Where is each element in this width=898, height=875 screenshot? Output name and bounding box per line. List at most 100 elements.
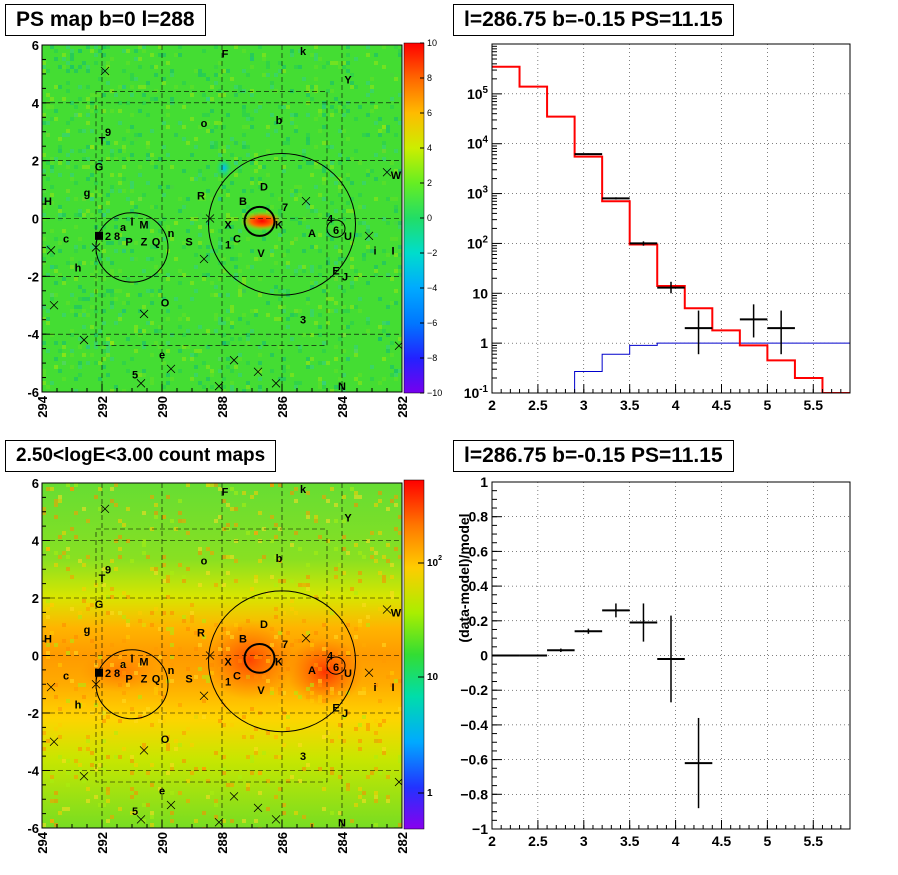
- map-noise-pixel: [202, 385, 206, 389]
- map-noise-pixel: [42, 747, 46, 751]
- map-noise-pixel: [390, 301, 394, 305]
- map-noise-pixel: [310, 643, 314, 647]
- map-noise-pixel: [106, 241, 110, 245]
- map-noise-pixel: [242, 133, 246, 137]
- map-noise-pixel: [166, 61, 170, 65]
- map-noise-pixel: [338, 185, 342, 189]
- map-noise-pixel: [326, 141, 330, 145]
- map-noise-pixel: [98, 293, 102, 297]
- map-noise-pixel: [398, 531, 402, 535]
- map-noise-pixel: [338, 189, 342, 193]
- map-noise-pixel: [150, 377, 154, 381]
- map-noise-pixel: [90, 325, 94, 329]
- map-noise-pixel: [190, 357, 194, 361]
- map-noise-pixel: [62, 133, 66, 137]
- map-noise-pixel: [294, 185, 298, 189]
- map-noise-pixel: [374, 795, 378, 799]
- source-cross-marker: [382, 167, 392, 177]
- map-noise-pixel: [230, 245, 234, 249]
- map-noise-pixel: [322, 289, 326, 293]
- map-noise-pixel: [310, 699, 314, 703]
- map-noise-pixel: [378, 381, 382, 385]
- map-noise-pixel: [142, 329, 146, 333]
- map-noise-pixel: [138, 695, 142, 699]
- map-noise-pixel: [294, 611, 298, 615]
- map-noise-pixel: [318, 113, 322, 117]
- map-noise-pixel: [54, 563, 58, 567]
- map-noise-pixel: [218, 93, 222, 97]
- map-noise-pixel: [398, 169, 402, 173]
- map-noise-pixel: [334, 369, 338, 373]
- map-noise-pixel: [322, 623, 326, 627]
- source-cross-marker: [271, 379, 281, 388]
- map-noise-pixel: [154, 265, 158, 269]
- map-noise-pixel: [78, 703, 82, 707]
- colorbar-tick-label: −2: [427, 248, 437, 258]
- map-noise-pixel: [126, 301, 130, 305]
- map-noise-pixel: [90, 751, 94, 755]
- residual-panel: 2 2.5 3 3.5 4 4.5 5 5.5−1−0.8−0.6−0.4−0.200.20.…: [456, 474, 851, 849]
- map-y-tick-label: 2: [32, 154, 39, 169]
- source-label: O: [161, 734, 170, 746]
- map-noise-pixel: [74, 635, 78, 639]
- map-noise-pixel: [314, 165, 318, 169]
- map-noise-pixel: [138, 611, 142, 615]
- map-x-tick-label: 292: [95, 832, 110, 854]
- map-noise-pixel: [66, 759, 70, 763]
- map-noise-pixel: [166, 381, 170, 385]
- map-noise-pixel: [158, 627, 162, 631]
- map-noise-pixel: [54, 683, 58, 687]
- map-noise-pixel: [170, 571, 174, 575]
- map-noise-pixel: [294, 531, 298, 535]
- map-noise-pixel: [126, 507, 130, 511]
- map-noise-pixel: [130, 759, 134, 763]
- map-noise-pixel: [114, 225, 118, 229]
- map-noise-pixel: [50, 165, 54, 169]
- map-noise-pixel: [378, 325, 382, 329]
- map-noise-pixel: [234, 273, 238, 277]
- map-noise-pixel: [314, 53, 318, 57]
- map-noise-pixel: [318, 249, 322, 253]
- map-noise-pixel: [62, 281, 66, 285]
- map-noise-pixel: [310, 365, 314, 369]
- map-noise-pixel: [278, 631, 282, 635]
- map-noise-pixel: [286, 105, 290, 109]
- map-noise-pixel: [130, 209, 134, 213]
- map-noise-pixel: [126, 337, 130, 341]
- map-noise-pixel: [258, 177, 262, 181]
- map-noise-pixel: [334, 301, 338, 305]
- map-noise-pixel: [330, 89, 334, 93]
- source-label: g: [84, 625, 91, 637]
- map-noise-pixel: [146, 145, 150, 149]
- map-noise-pixel: [346, 623, 350, 627]
- map-noise-pixel: [90, 603, 94, 607]
- map-noise-pixel: [202, 113, 206, 117]
- map-noise-pixel: [318, 767, 322, 771]
- map-noise-pixel: [194, 647, 198, 651]
- source-label: Z: [141, 674, 148, 686]
- source-label: U: [344, 231, 352, 243]
- map-noise-pixel: [322, 341, 326, 345]
- map-noise-pixel: [230, 237, 234, 241]
- map-noise-pixel: [154, 341, 158, 345]
- map-noise-pixel: [82, 129, 86, 133]
- map-noise-pixel: [282, 691, 286, 695]
- map-noise-pixel: [310, 683, 314, 687]
- map-noise-pixel: [86, 45, 90, 49]
- map-noise-pixel: [210, 249, 214, 253]
- map-noise-pixel: [70, 257, 74, 261]
- map-noise-pixel: [366, 173, 370, 177]
- map-noise-pixel: [306, 133, 310, 137]
- map-noise-pixel: [266, 333, 270, 337]
- map-noise-pixel: [90, 293, 94, 297]
- map-noise-pixel: [270, 253, 274, 257]
- colorbar-tick-label: 10: [427, 38, 437, 48]
- map-noise-pixel: [118, 289, 122, 293]
- map-noise-pixel: [382, 321, 386, 325]
- map-noise-pixel: [282, 229, 286, 233]
- map-noise-pixel: [354, 117, 358, 121]
- map-noise-pixel: [286, 261, 290, 265]
- map-noise-pixel: [394, 369, 398, 373]
- map-noise-pixel: [130, 787, 134, 791]
